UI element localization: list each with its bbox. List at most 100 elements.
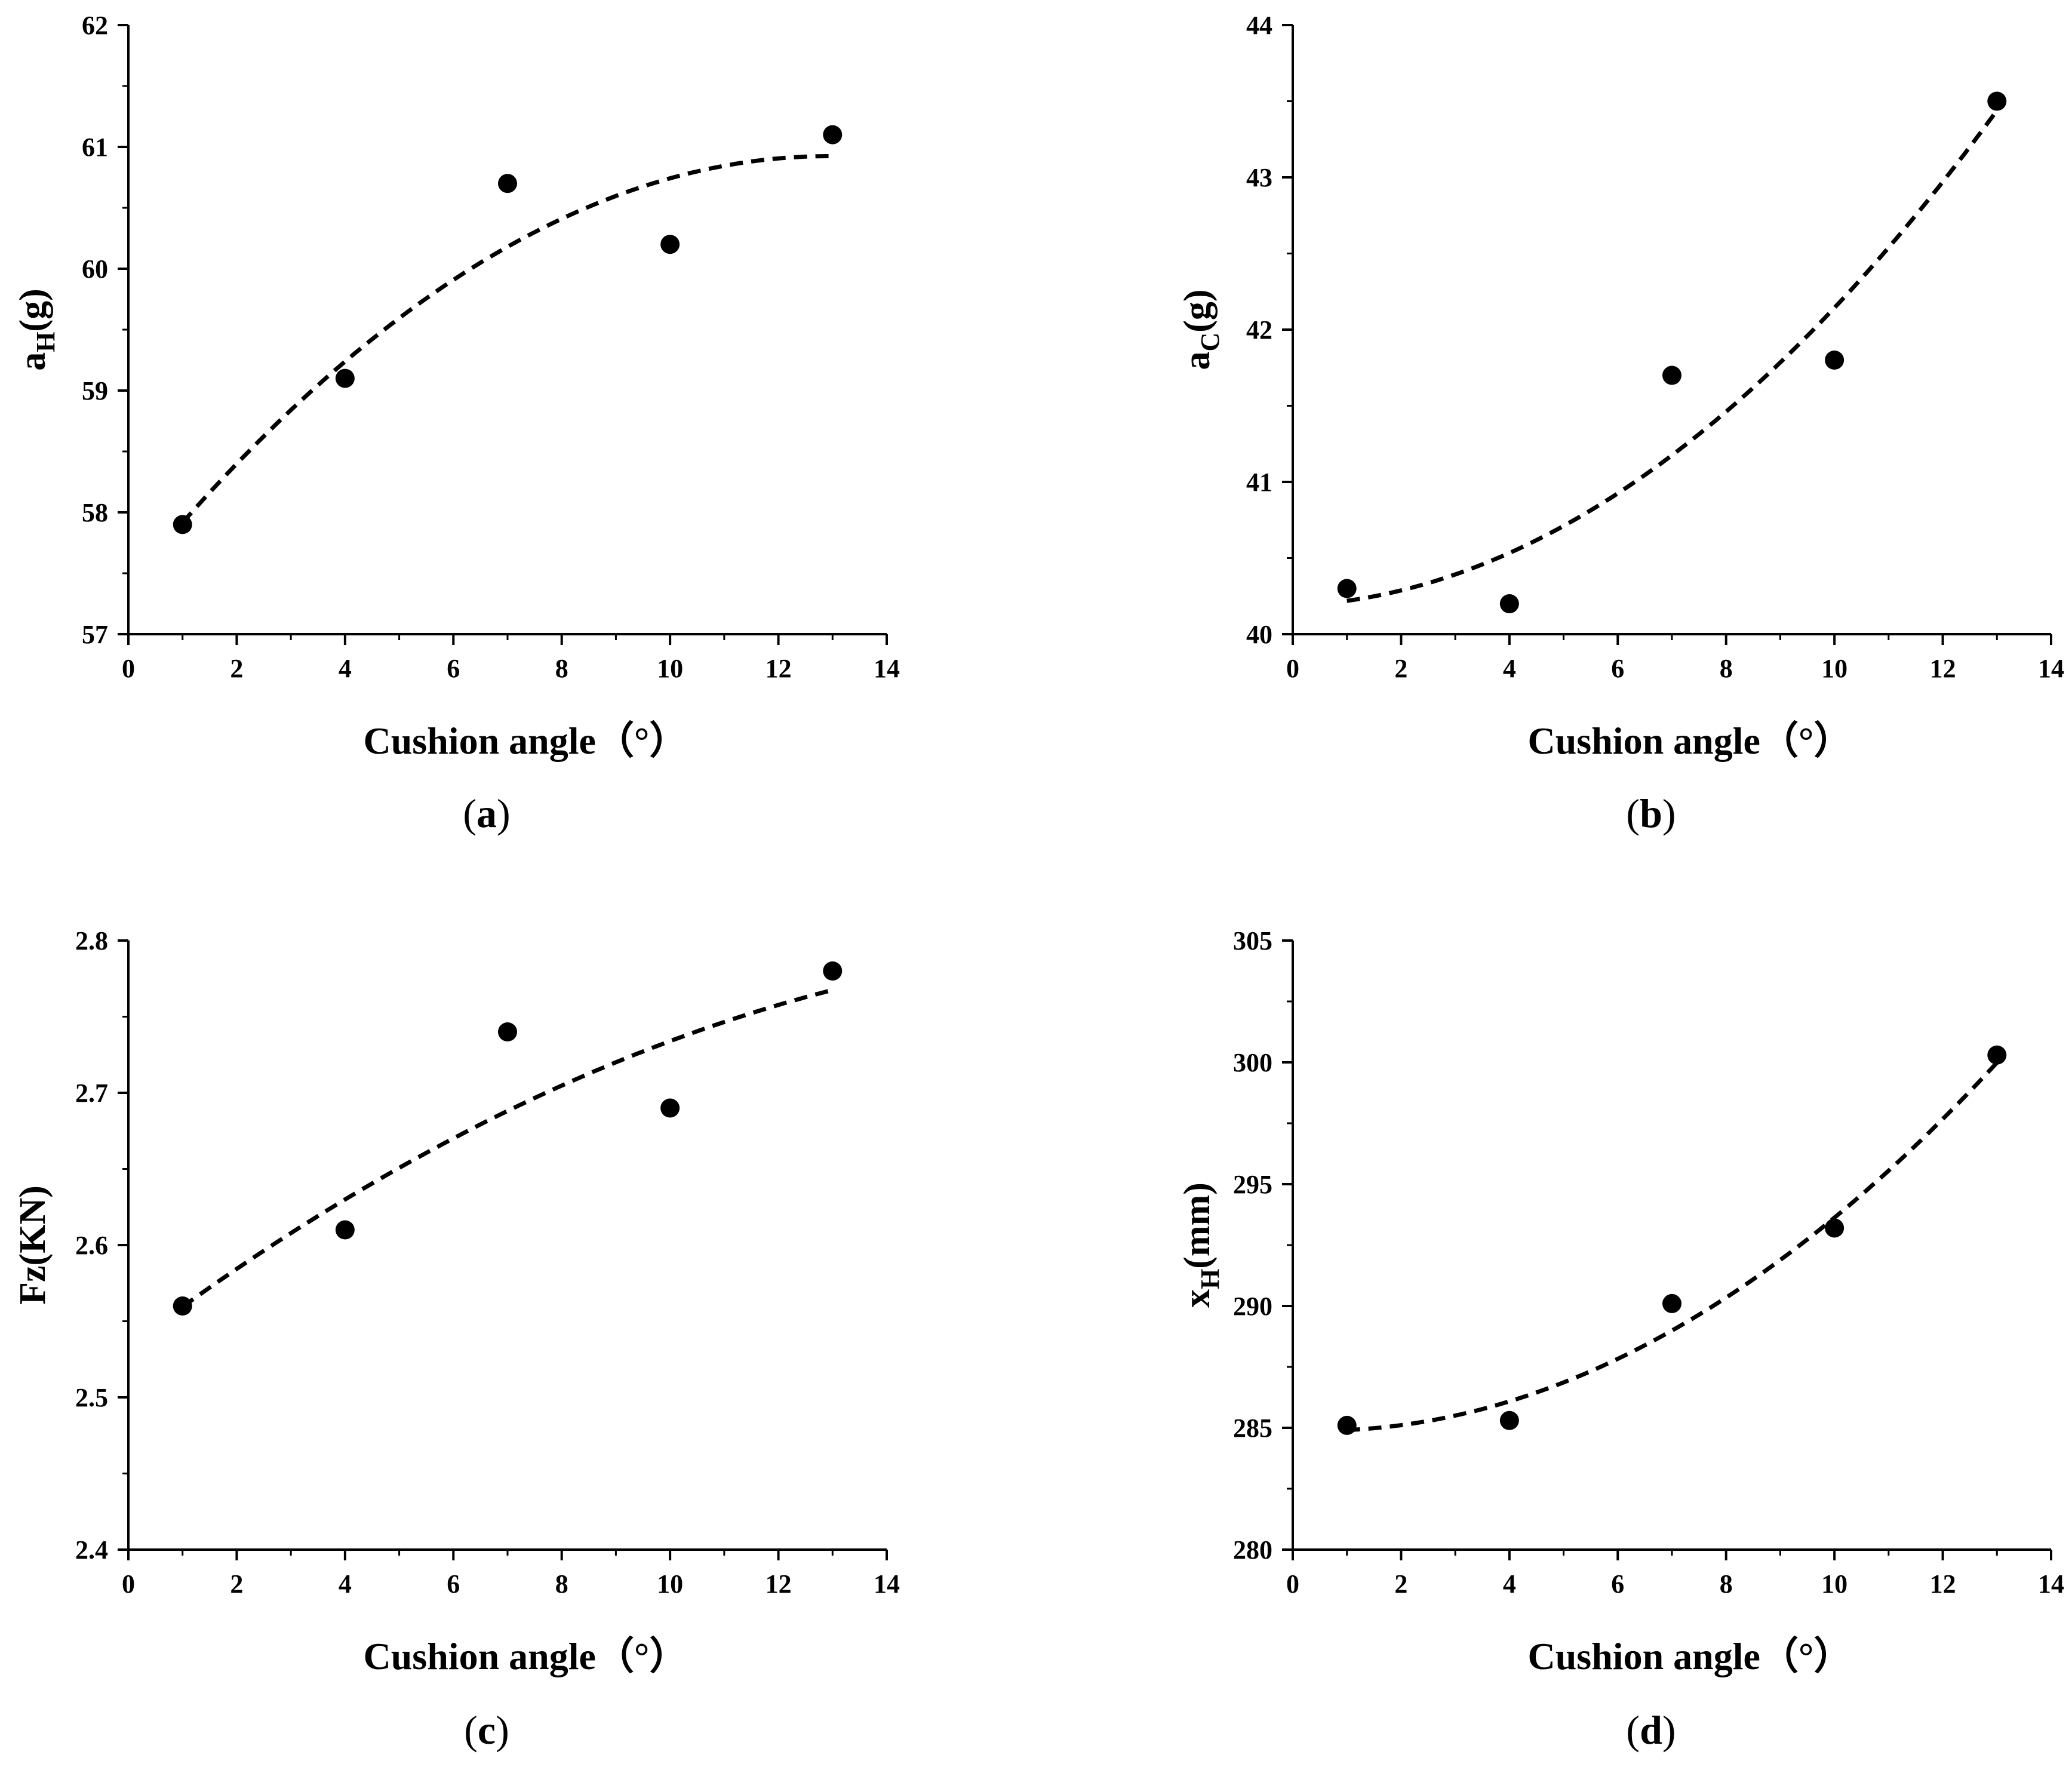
data-point <box>1337 579 1357 598</box>
x-tick-label: 2 <box>1394 654 1407 683</box>
y-axis-title-main: a <box>13 352 53 371</box>
y-tick-label: 60 <box>82 254 108 284</box>
x-tick-label: 14 <box>2038 654 2064 683</box>
x-tick-label: 8 <box>1720 654 1733 683</box>
y-axis-title: aH(g) <box>13 288 60 371</box>
x-tick-label: 6 <box>1611 654 1624 683</box>
x-tick-label: 4 <box>1503 1569 1516 1599</box>
panel-label-close: ) <box>1662 1707 1676 1753</box>
y-tick-label: 285 <box>1233 1413 1272 1443</box>
x-tick-label: 0 <box>1286 1569 1299 1599</box>
x-tick-label: 14 <box>874 1569 900 1599</box>
y-axis-title-unit: (mm) <box>1177 1182 1218 1269</box>
panel-label-open: ( <box>463 791 477 836</box>
data-point <box>1662 1293 1681 1313</box>
chart-panel-d: 0 2 4 6 8 10 12 14 280 285 290 295 300 305 Cushion ang… <box>1177 926 2064 1753</box>
y-axis-title-subscript: H <box>31 332 60 352</box>
y-axis-title-main: Fz(KN) <box>13 1185 53 1305</box>
data-point <box>1987 91 2007 111</box>
y-tick-label: 305 <box>1233 926 1272 955</box>
data-point <box>823 961 843 981</box>
x-tick-label: 10 <box>657 654 683 683</box>
panel-label: (c) <box>464 1707 509 1753</box>
y-tick-label: 59 <box>82 376 108 405</box>
x-tick-label: 6 <box>447 654 460 683</box>
x-axis-title: Cushion angle（°） <box>1527 720 1852 762</box>
y-axis-title-subscript: H <box>1195 1269 1225 1289</box>
y-tick-label: 2.7 <box>75 1078 108 1108</box>
panel-label-letter: d <box>1640 1707 1662 1753</box>
data-point <box>1499 594 1519 613</box>
panel-label-letter: b <box>1640 791 1662 836</box>
panel-label: (a) <box>463 791 510 836</box>
x-tick-label: 0 <box>122 1569 135 1599</box>
y-axis-title: Fz(KN) <box>13 1185 53 1305</box>
data-point <box>498 174 517 193</box>
panel-label-open: ( <box>1626 1707 1640 1753</box>
y-tick-label: 41 <box>1246 468 1272 497</box>
y-axis-title: aC(g) <box>1177 289 1225 370</box>
x-tick-label: 10 <box>1821 654 1847 683</box>
x-tick-label: 2 <box>230 654 243 683</box>
panel-label: (b) <box>1626 791 1676 836</box>
data-point <box>335 368 355 388</box>
fit-curve <box>1347 1061 1999 1433</box>
y-tick-label: 2.8 <box>75 926 108 955</box>
y-tick-label: 42 <box>1246 315 1272 345</box>
data-point <box>1825 351 1844 370</box>
y-axis-title-subscript: C <box>1195 333 1225 352</box>
y-tick-label: 62 <box>82 11 108 40</box>
x-tick-label: 6 <box>1611 1569 1624 1599</box>
y-tick-label: 300 <box>1233 1048 1272 1077</box>
y-tick-label: 290 <box>1233 1292 1272 1321</box>
data-point <box>498 1022 517 1041</box>
x-tick-label: 10 <box>1821 1569 1847 1599</box>
data-point <box>173 1296 192 1316</box>
x-tick-label: 14 <box>2038 1569 2064 1599</box>
x-tick-label: 10 <box>657 1569 683 1599</box>
x-tick-label: 12 <box>766 654 792 683</box>
data-point <box>173 515 192 534</box>
x-tick-label: 4 <box>1503 654 1516 683</box>
panel-label-letter: c <box>478 1707 496 1753</box>
fit-curve <box>1347 109 1999 603</box>
panel-label-open: ( <box>1626 791 1640 836</box>
data-point <box>1825 1218 1844 1238</box>
panel-label-close: ) <box>1662 791 1676 836</box>
y-tick-label: 2.6 <box>75 1231 108 1260</box>
data-point <box>335 1220 355 1240</box>
data-point <box>1337 1415 1357 1435</box>
y-axis-title-main: x <box>1177 1289 1218 1308</box>
x-tick-label: 12 <box>1930 1569 1956 1599</box>
data-point <box>1499 1410 1519 1430</box>
panel-label-close: ) <box>496 1707 509 1753</box>
y-axis-title: xH(mm) <box>1177 1182 1225 1308</box>
x-tick-label: 6 <box>447 1569 460 1599</box>
x-tick-label: 2 <box>1394 1569 1407 1599</box>
data-point <box>823 125 843 145</box>
data-point <box>1987 1045 2007 1065</box>
x-tick-label: 8 <box>555 1569 568 1599</box>
y-tick-label: 57 <box>82 620 108 649</box>
y-axis-title-unit: (g) <box>13 288 53 331</box>
y-axis-title-unit: (g) <box>1177 289 1218 332</box>
x-tick-label: 4 <box>339 654 352 683</box>
y-tick-label: 295 <box>1233 1170 1272 1199</box>
y-tick-label: 280 <box>1233 1535 1272 1565</box>
panel-label: (d) <box>1626 1707 1676 1753</box>
data-point <box>1662 365 1681 385</box>
data-point <box>660 235 680 254</box>
y-tick-label: 2.4 <box>75 1535 108 1565</box>
x-axis-title: Cushion angle（°） <box>1527 1635 1852 1677</box>
panel-label-letter: a <box>477 791 497 836</box>
x-tick-label: 8 <box>1720 1569 1733 1599</box>
x-tick-label: 8 <box>555 654 568 683</box>
x-tick-label: 0 <box>122 654 135 683</box>
y-tick-label: 58 <box>82 498 108 527</box>
x-axis-title: Cushion angle（°） <box>363 720 687 762</box>
y-tick-label: 2.5 <box>75 1383 108 1412</box>
x-tick-label: 12 <box>1930 654 1956 683</box>
x-axis-title: Cushion angle（°） <box>363 1635 687 1677</box>
